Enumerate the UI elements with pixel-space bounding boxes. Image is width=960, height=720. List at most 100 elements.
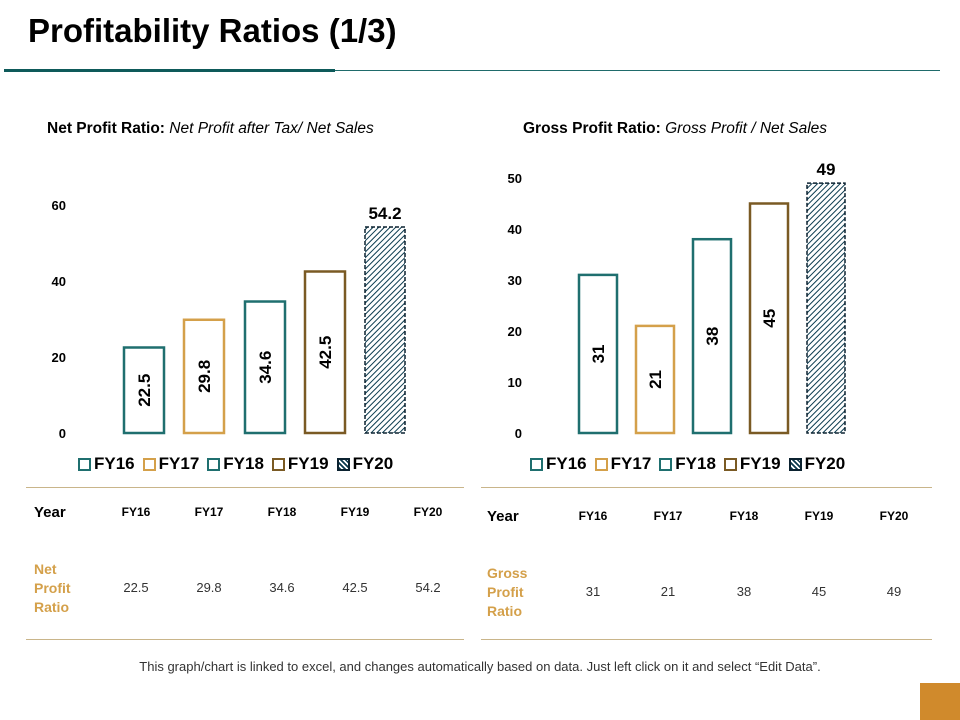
gross-profit-chart: 0 10 20 30 40 50 31 21 38 45 49 [508, 160, 846, 441]
table1-year-label: Year [34, 504, 66, 521]
legend-label: FY17 [610, 454, 652, 473]
table2-header: FY17 [653, 509, 683, 523]
title-accent-bar [4, 69, 335, 72]
y-tick-label: 20 [508, 324, 522, 339]
bar-fy16 [577, 273, 619, 435]
bar-fy20 [806, 182, 846, 434]
y-tick-label: 0 [515, 426, 522, 441]
legend-swatch [142, 457, 156, 471]
table1-cell: 22.5 [123, 580, 149, 595]
legend-item-fy16: FY16 [530, 454, 587, 474]
value-label: 38 [703, 327, 722, 346]
bar-fy19 [748, 202, 790, 435]
chart1-title-bold: Net Profit Ratio: [47, 120, 165, 137]
bar-fy18 [243, 300, 287, 435]
value-label: 22.5 [135, 374, 154, 407]
table2-cell: 31 [585, 584, 601, 599]
chart2-legend: FY16 FY17 FY18 FY19 FY20 [530, 454, 845, 474]
legend-item-fy19: FY19 [723, 454, 781, 474]
value-label: 42.5 [316, 336, 335, 369]
y-tick-label: 10 [508, 375, 522, 390]
y-tick-label: 40 [508, 222, 522, 237]
slide-title: Profitability Ratios (1/3) [28, 12, 397, 49]
table2-header: FY19 [804, 509, 834, 523]
legend-swatch [530, 457, 543, 471]
table1-cell: 54.2 [415, 580, 441, 595]
chart1-title-italic: Net Profit after Tax/ Net Sales [169, 120, 374, 137]
net-profit-chart: 0 20 40 60 22.5 29.8 34.6 42.5 54.2 [52, 198, 406, 441]
table1-header: FY17 [194, 505, 224, 519]
chart2-title-italic: Gross Profit / Net Sales [665, 120, 828, 137]
value-label: 45 [760, 309, 779, 328]
bar-fy16 [122, 346, 166, 435]
value-label: 54.2 [368, 204, 401, 223]
legend-item-fy18: FY18 [659, 454, 716, 474]
title-divider [4, 70, 940, 71]
gross-profit-table: Year FY16 FY17 FY18 FY19 FY20 Gross Prof… [481, 487, 932, 640]
table2-header: FY20 [879, 509, 909, 523]
legend-item-fy20: FY20 [336, 454, 394, 474]
legend-label: FY17 [158, 454, 200, 473]
legend-label: FY19 [739, 454, 781, 473]
legend-label: FY16 [546, 454, 587, 473]
legend-item-fy16: FY16 [78, 454, 135, 474]
table1-cell: 42.5 [342, 580, 368, 595]
y-tick-label: 60 [52, 198, 66, 213]
legend-label: FY19 [287, 454, 329, 473]
legend-label: FY16 [94, 454, 135, 473]
legend-label: FY20 [352, 454, 394, 473]
table2-row-label: Gross Profit Ratio [487, 565, 528, 619]
chart2-title: Gross Profit Ratio: Gross Profit / Net S… [523, 120, 827, 138]
legend-swatch [271, 457, 285, 471]
value-label: 49 [817, 160, 836, 179]
y-tick-label: 50 [508, 171, 522, 186]
value-label: 31 [589, 344, 608, 363]
footnote: This graph/chart is linked to excel, and… [139, 659, 821, 674]
bar-fy18 [691, 237, 733, 435]
value-label: 29.8 [195, 360, 214, 393]
bar-fy19 [303, 270, 347, 435]
table2-cell: 49 [886, 584, 902, 599]
bar-fy20 [364, 226, 406, 434]
legend-swatch [659, 457, 673, 471]
table2-cell: 38 [736, 584, 752, 599]
legend-item-fy20: FY20 [788, 454, 846, 474]
table1-header: FY18 [267, 505, 297, 519]
chart2-title-bold: Gross Profit Ratio: [523, 120, 661, 137]
legend-label: FY20 [804, 454, 846, 473]
chart1-legend: FY16 FY17 FY18 FY19 FY20 [78, 454, 393, 474]
table1-header: FY19 [340, 505, 370, 519]
table2-cell: 21 [660, 584, 676, 599]
legend-item-fy18: FY18 [207, 454, 264, 474]
table2-cell: 45 [811, 584, 827, 599]
bar-fy17 [634, 324, 676, 435]
table2-header: FY16 [578, 509, 608, 523]
y-tick-label: 30 [508, 273, 522, 288]
table1-header: FY20 [413, 505, 443, 519]
table1-row-label: Net Profit Ratio [34, 561, 71, 615]
net-profit-table: Year FY16 FY17 FY18 FY19 FY20 Net Profit… [26, 487, 464, 640]
table2-year-label: Year [487, 508, 519, 525]
bar-fy17 [182, 318, 226, 435]
legend-label: FY18 [223, 454, 264, 473]
legend-swatch [78, 457, 91, 471]
legend-swatch [594, 457, 608, 471]
chart1-title: Net Profit Ratio: Net Profit after Tax/ … [47, 120, 374, 138]
corner-accent-block [920, 683, 960, 720]
legend-item-fy19: FY19 [271, 454, 329, 474]
table2-header: FY18 [729, 509, 759, 523]
value-label: 34.6 [256, 351, 275, 384]
legend-item-fy17: FY17 [142, 454, 200, 474]
value-label: 21 [646, 370, 665, 389]
table1-header: FY16 [121, 505, 151, 519]
legend-item-fy17: FY17 [594, 454, 652, 474]
y-tick-label: 20 [52, 350, 66, 365]
table1-cell: 29.8 [196, 580, 222, 595]
legend-label: FY18 [675, 454, 716, 473]
legend-swatch [723, 457, 737, 471]
table1-cell: 34.6 [269, 580, 295, 595]
legend-swatch [336, 457, 350, 471]
y-tick-label: 0 [59, 426, 66, 441]
y-tick-label: 40 [52, 274, 66, 289]
legend-swatch [207, 457, 221, 471]
